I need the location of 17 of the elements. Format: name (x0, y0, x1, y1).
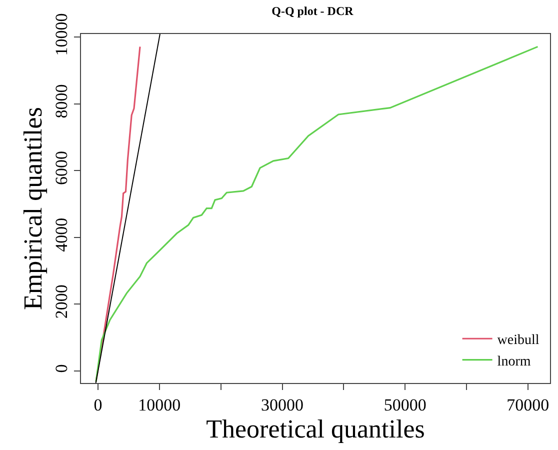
x-tick-label: 70000 (506, 395, 550, 414)
x-tick-label: 30000 (261, 395, 304, 414)
y-axis-title: Empirical quantiles (18, 107, 48, 310)
legend-label: weibull (497, 333, 540, 348)
legend-label: lnorm (497, 354, 531, 370)
y-tick-label: 8000 (52, 84, 72, 118)
x-axis-title: Theoretical quantiles (206, 414, 425, 444)
y-tick-label: 10000 (52, 13, 72, 56)
x-tick-label: 10000 (138, 395, 181, 414)
y-tick-label: 0 (52, 364, 72, 373)
x-tick-label: 0 (94, 395, 102, 414)
y-tick-label: 2000 (52, 284, 72, 319)
y-tick-label: 6000 (52, 151, 72, 186)
chart-title: Q-Q plot - DCR (272, 4, 354, 18)
line-series (95, 46, 539, 382)
y-tick-label: 4000 (52, 218, 72, 252)
x-tick-label: 50000 (384, 395, 426, 414)
